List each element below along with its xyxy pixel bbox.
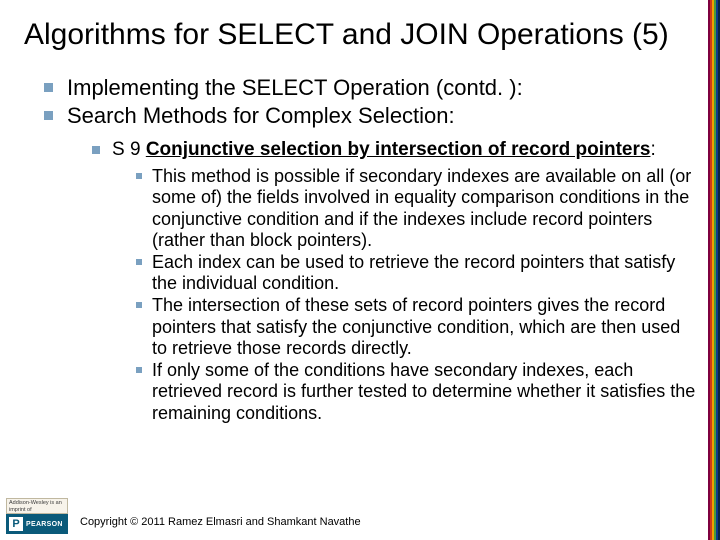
s9-suffix: : <box>650 139 655 160</box>
level1-list: Implementing the SELECT Operation (contd… <box>44 75 696 130</box>
square-bullet-icon <box>136 302 142 308</box>
list-item: Each index can be used to retrieve the r… <box>136 252 696 294</box>
level1-text: Search Methods for Complex Selection: <box>67 103 455 129</box>
level3-text: The intersection of these sets of record… <box>152 295 696 359</box>
slide: Algorithms for SELECT and JOIN Operation… <box>0 0 720 540</box>
addison-wesley-label: Addison-Wesley is an imprint of <box>6 498 68 514</box>
level1-text: Implementing the SELECT Operation (contd… <box>67 75 523 101</box>
square-bullet-icon <box>44 83 53 92</box>
list-item: S 9 Conjunctive selection by intersectio… <box>92 139 696 162</box>
list-item: Search Methods for Complex Selection: <box>44 103 696 129</box>
square-bullet-icon <box>136 259 142 265</box>
square-bullet-icon <box>136 367 142 373</box>
right-color-stripes <box>708 0 720 540</box>
level2-text: S 9 Conjunctive selection by intersectio… <box>112 139 656 162</box>
slide-title: Algorithms for SELECT and JOIN Operation… <box>24 18 696 53</box>
footer: Addison-Wesley is an imprint of P PEARSO… <box>0 494 720 540</box>
s9-prefix: S 9 <box>112 139 146 160</box>
s9-bold: Conjunctive selection by intersection of… <box>146 139 651 160</box>
pearson-text: PEARSON <box>26 521 63 528</box>
pearson-p-icon: P <box>9 517 23 531</box>
list-item: If only some of the conditions have seco… <box>136 360 696 424</box>
level3-text: Each index can be used to retrieve the r… <box>152 252 696 294</box>
list-item: The intersection of these sets of record… <box>136 295 696 359</box>
list-item: Implementing the SELECT Operation (contd… <box>44 75 696 101</box>
level3-list: This method is possible if secondary ind… <box>136 166 696 424</box>
level3-text: This method is possible if secondary ind… <box>152 166 696 251</box>
copyright-text: Copyright © 2011 Ramez Elmasri and Shamk… <box>80 516 361 528</box>
square-bullet-icon <box>44 111 53 120</box>
square-bullet-icon <box>92 146 100 154</box>
square-bullet-icon <box>136 173 142 179</box>
list-item: This method is possible if secondary ind… <box>136 166 696 251</box>
level2-list: S 9 Conjunctive selection by intersectio… <box>92 139 696 162</box>
pearson-mark: P PEARSON <box>6 514 68 534</box>
pearson-logo: Addison-Wesley is an imprint of P PEARSO… <box>6 498 68 534</box>
level3-text: If only some of the conditions have seco… <box>152 360 696 424</box>
